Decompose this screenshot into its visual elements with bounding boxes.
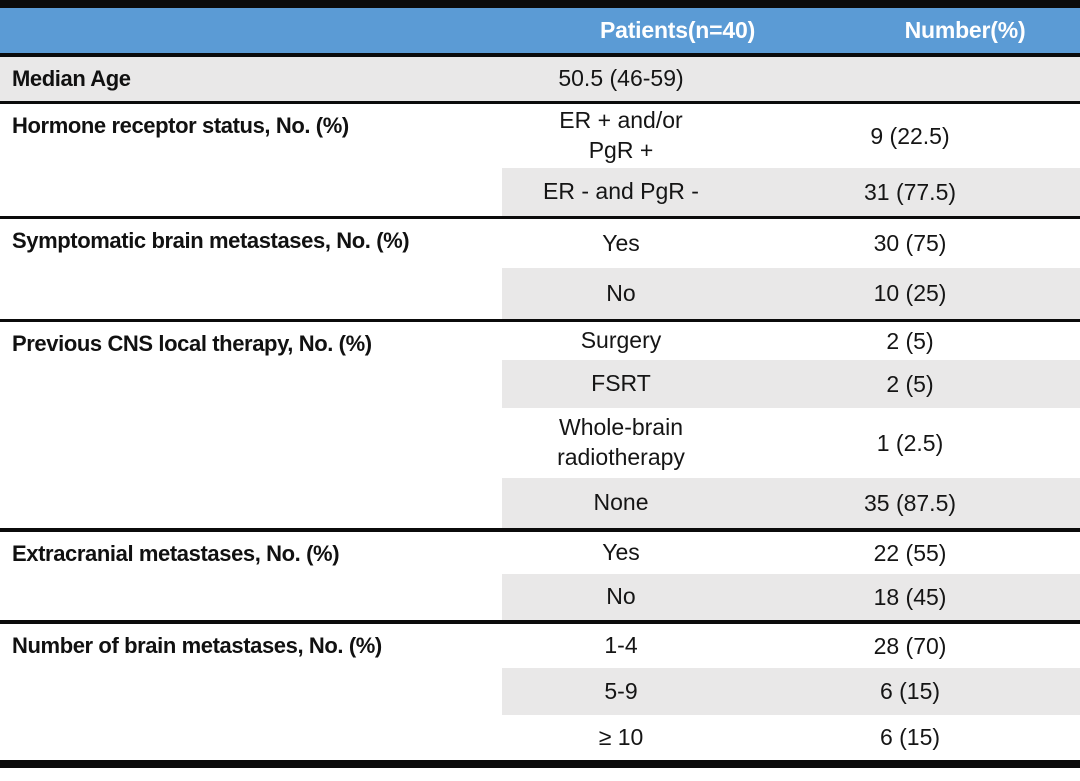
cell-value: 50.5 (46-59) [558, 65, 684, 92]
cell-number: 9 (22.5) [870, 122, 950, 149]
table-top-border [0, 0, 1080, 8]
cell-value: Yes [602, 539, 640, 566]
cell-value: ER + and/or PgR + [559, 107, 683, 163]
header-cell-number: Number(%) [904, 17, 1026, 43]
table-row: None 35 (87.5) [502, 478, 1080, 528]
table-row: Yes 30 (75) [502, 219, 1080, 268]
table-row: 50.5 (46-59) [502, 57, 1080, 101]
table-row: Surgery 2 (5) [502, 322, 1080, 360]
row-label: Number of brain metastases, No. (%) [12, 633, 382, 658]
section-extracranial-metastases: Extracranial metastases, No. (%) Yes 22 … [0, 532, 1080, 620]
cell-number: 22 (55) [873, 539, 947, 566]
divider [0, 53, 1080, 57]
table-row: 5-9 6 (15) [502, 668, 1080, 715]
row-label: Hormone receptor status, No. (%) [12, 113, 349, 138]
cell-number: 6 (15) [879, 678, 941, 704]
divider [0, 101, 1080, 104]
cell-value: FSRT [591, 370, 651, 397]
table-header-row: Patients(n=40) Number(%) [0, 8, 1080, 53]
cell-value: None [593, 489, 649, 516]
row-label: Previous CNS local therapy, No. (%) [12, 331, 372, 356]
cell-value: No [606, 583, 636, 610]
table-row: No 10 (25) [502, 268, 1080, 319]
row-label: Median Age [12, 66, 131, 92]
table-bottom-border [0, 760, 1080, 768]
divider [0, 620, 1080, 624]
cell-number: 1 (2.5) [876, 429, 944, 456]
cell-number: 2 (5) [886, 370, 934, 397]
section-symptomatic-brain-metastases: Symptomatic brain metastases, No. (%) Ye… [0, 219, 1080, 319]
divider [0, 319, 1080, 322]
row-label: Symptomatic brain metastases, No. (%) [12, 228, 410, 253]
table-row: 1-4 28 (70) [502, 624, 1080, 668]
divider [0, 528, 1080, 532]
cell-number: 10 (25) [873, 280, 947, 306]
row-label: Extracranial metastases, No. (%) [12, 541, 340, 566]
table-row: Whole-brain radiotherapy 1 (2.5) [502, 408, 1080, 478]
cell-value: ER - and PgR - [543, 178, 699, 205]
section-number-of-brain-metastases: Number of brain metastases, No. (%) 1-4 … [0, 624, 1080, 760]
cell-value: 5-9 [604, 677, 638, 704]
table-row: Yes 22 (55) [502, 532, 1080, 574]
section-hormone-receptor-status: Hormone receptor status, No. (%) ER + an… [0, 104, 1080, 216]
section-previous-cns-local-therapy: Previous CNS local therapy, No. (%) Surg… [0, 322, 1080, 528]
cell-number: 31 (77.5) [863, 178, 957, 205]
table-row: No 18 (45) [502, 574, 1080, 620]
table-row: ER + and/or PgR + 9 (22.5) [502, 104, 1080, 168]
cell-value: 1-4 [604, 632, 638, 659]
cell-number: 35 (87.5) [863, 489, 957, 516]
cell-number: 6 (15) [879, 724, 941, 750]
section-median-age: Median Age 50.5 (46-59) [0, 57, 1080, 101]
header-cell-patients: Patients(n=40) [599, 17, 756, 43]
cell-number: 2 (5) [886, 327, 934, 354]
table-row: ≥ 10 6 (15) [502, 715, 1080, 760]
cell-value: Whole-brain radiotherapy [557, 414, 685, 470]
table-row: FSRT 2 (5) [502, 360, 1080, 408]
cell-value: ≥ 10 [598, 723, 644, 750]
cell-number: 30 (75) [873, 230, 947, 256]
divider [0, 216, 1080, 219]
cell-value: No [606, 279, 636, 306]
cell-value: Yes [602, 229, 640, 256]
cell-number: 28 (70) [873, 632, 947, 659]
cell-value: Surgery [580, 327, 662, 354]
cell-number: 18 (45) [873, 583, 947, 610]
table-row: ER - and PgR - 31 (77.5) [502, 168, 1080, 216]
